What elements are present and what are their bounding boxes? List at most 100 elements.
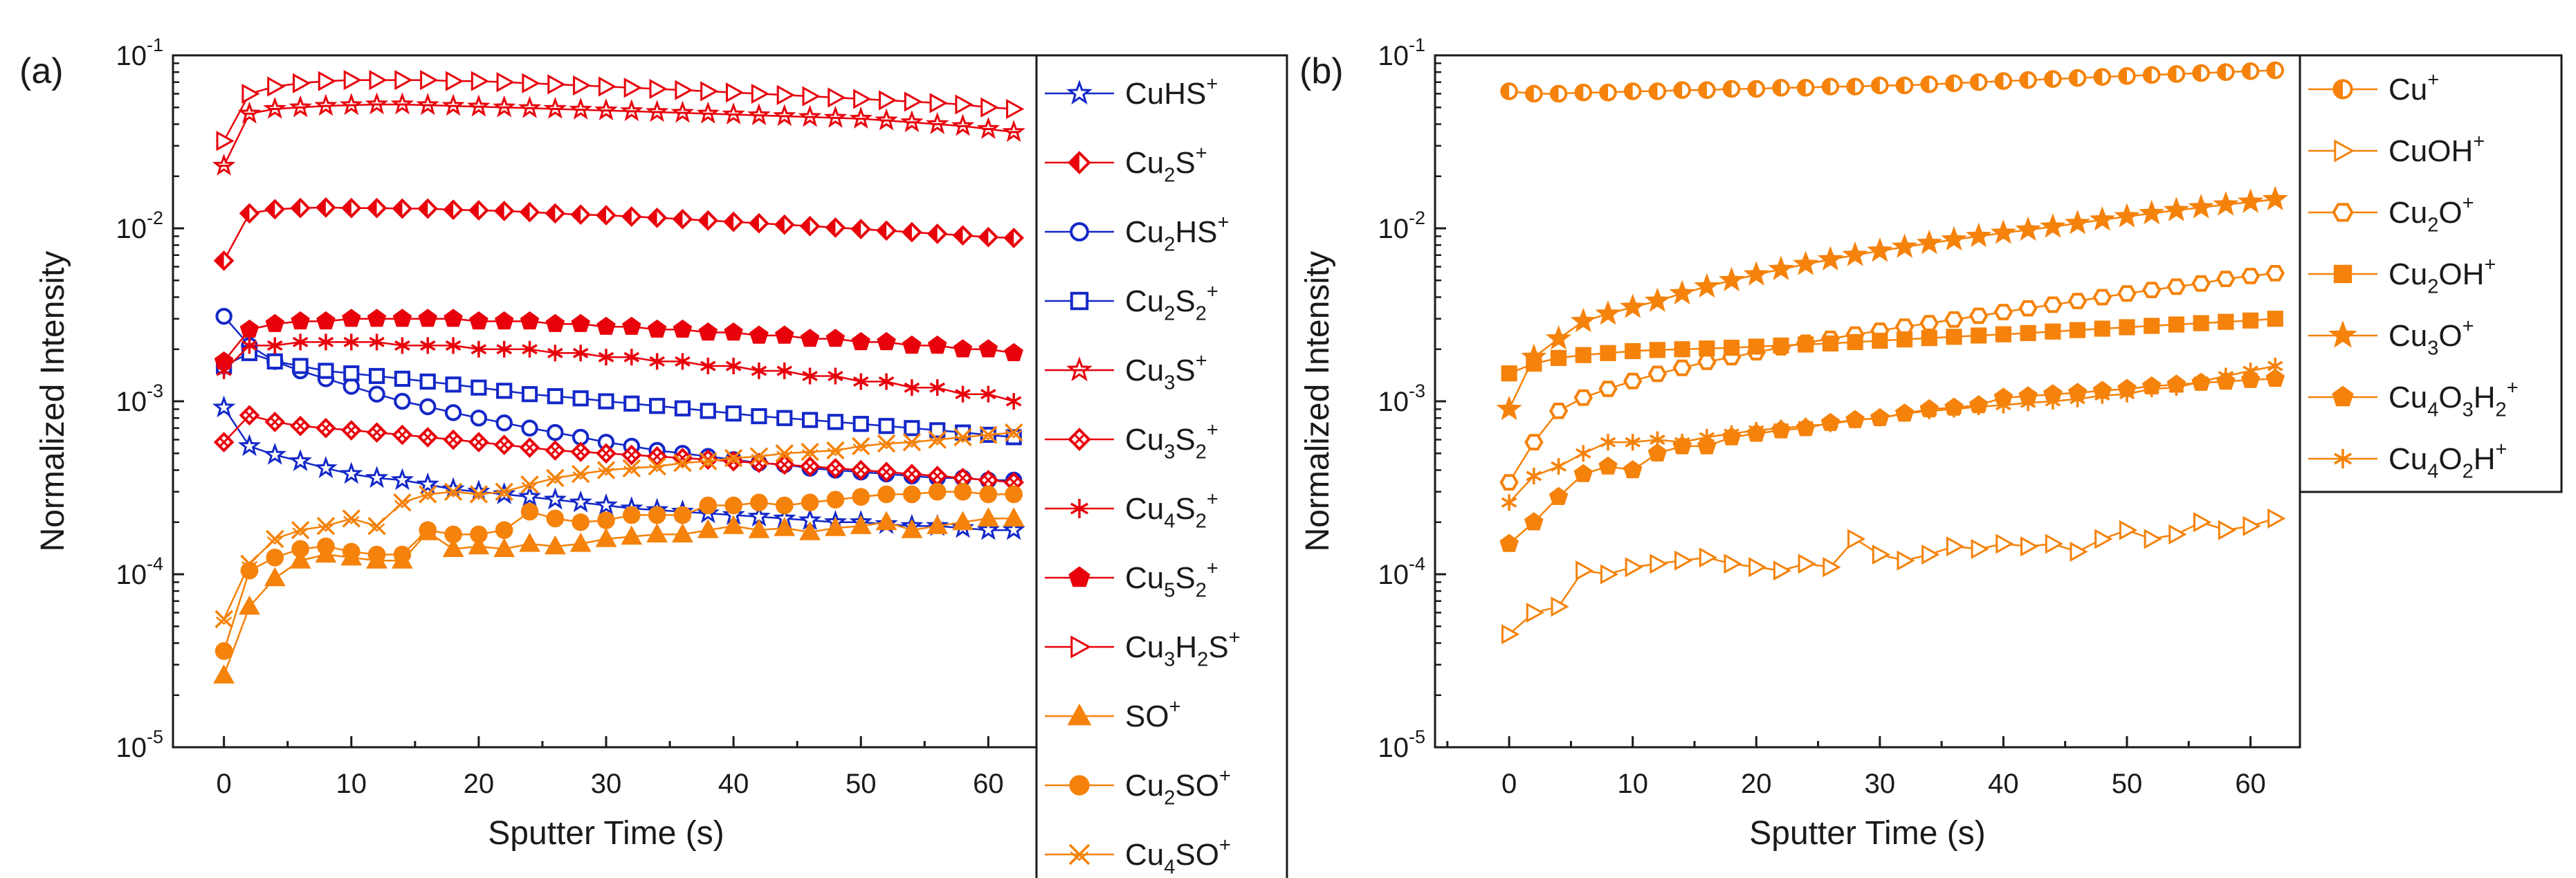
data-point [292, 358, 309, 374]
x-tick-label: 50 [2112, 769, 2143, 799]
data-point [1669, 280, 1695, 305]
data-point [672, 523, 693, 542]
data-point [1004, 423, 1023, 442]
data-point [266, 353, 283, 369]
data-point [441, 93, 465, 116]
legend-item: Cu2SO+ [1045, 765, 1231, 809]
data-point [2191, 275, 2211, 292]
data-point [470, 410, 488, 427]
data-point [1600, 345, 1616, 361]
legend-item: Cu2S2+ [1045, 281, 1218, 324]
data-point [1003, 228, 1025, 248]
data-point [264, 411, 286, 432]
data-point [596, 443, 616, 464]
data-point [621, 444, 642, 466]
data-point [215, 307, 232, 325]
data-point [929, 93, 948, 113]
data-point [801, 442, 819, 461]
data-point [978, 226, 999, 248]
data-point [1573, 464, 1593, 482]
data-point [1496, 395, 1522, 421]
data-point [1551, 596, 1569, 617]
data-point [1748, 338, 1764, 355]
data-point [417, 198, 439, 219]
data-point [773, 104, 796, 127]
series-Cu2O+ [1499, 265, 2285, 491]
data-point [390, 468, 414, 491]
data-point [1549, 84, 1568, 103]
data-point [546, 468, 565, 488]
data-point [776, 410, 793, 426]
data-point [751, 408, 767, 425]
data-point [699, 496, 718, 515]
data-point [976, 116, 1001, 139]
data-point [2216, 271, 2236, 287]
data-point [904, 91, 922, 112]
data-point [545, 313, 565, 332]
plot-frame [1434, 54, 2301, 749]
data-point [518, 95, 542, 118]
data-point [520, 502, 539, 521]
data-point [697, 519, 719, 538]
data-point [2217, 63, 2235, 82]
data-point [1798, 336, 1814, 353]
data-point [2094, 320, 2110, 337]
data-point [979, 426, 998, 444]
data-point [594, 493, 618, 515]
data-point [953, 428, 972, 447]
data-point [1549, 486, 1569, 505]
data-point [747, 103, 771, 126]
data-point [468, 200, 489, 221]
legend-item: Cu3O+ [2308, 315, 2474, 359]
data-point [1946, 401, 1962, 418]
data-point [1644, 287, 1671, 312]
data-point [775, 444, 794, 463]
data-point [316, 417, 336, 439]
data-point [1941, 226, 1967, 251]
legend-marker [1070, 635, 1092, 659]
data-point [493, 538, 515, 558]
legend-marker [2333, 264, 2353, 284]
series-CuOH+ [1501, 508, 2286, 645]
data-point [547, 345, 563, 362]
data-point [623, 506, 641, 524]
data-point [2045, 323, 2061, 340]
series-line [223, 351, 1014, 439]
x-axis-title: Sputter Time (s) [1749, 815, 1985, 852]
data-point [394, 370, 411, 387]
y-tick-label: 10-3 [116, 381, 163, 417]
data-point [2020, 394, 2036, 412]
data-point [1993, 304, 2013, 320]
legend-marker [2328, 320, 2357, 348]
x-tick-label: 10 [1617, 769, 1648, 799]
data-point [471, 71, 489, 91]
data-point [521, 386, 538, 403]
legend-marker [2332, 79, 2353, 100]
data-point [1650, 554, 1668, 574]
data-point [545, 535, 566, 555]
data-point [2019, 71, 2037, 89]
data-point [749, 447, 769, 466]
legend-marker [1066, 356, 1093, 382]
data-point [828, 367, 843, 385]
series-Cu+ [1500, 61, 2285, 103]
data-point [621, 206, 642, 227]
data-point [926, 515, 949, 534]
data-point [1995, 533, 2014, 554]
data-point [953, 339, 973, 358]
data-point [2193, 512, 2212, 533]
data-point [266, 548, 284, 567]
series-Cu4O3H2+ [1499, 368, 2285, 552]
x-tick-label: 20 [464, 769, 495, 799]
data-point [2166, 278, 2186, 295]
data-point [978, 339, 998, 358]
data-point [2241, 62, 2260, 80]
data-point [520, 311, 540, 330]
data-point [547, 388, 563, 405]
data-point [623, 77, 642, 98]
data-point [851, 331, 870, 351]
data-point [775, 496, 794, 515]
legend: Cu+ CuOH+ Cu2O+ Cu2OH+ Cu3O+ Cu4O3H2+ Cu4O2H+ [2299, 54, 2563, 493]
legend-item: Cu3H2S+ [1045, 627, 1241, 670]
